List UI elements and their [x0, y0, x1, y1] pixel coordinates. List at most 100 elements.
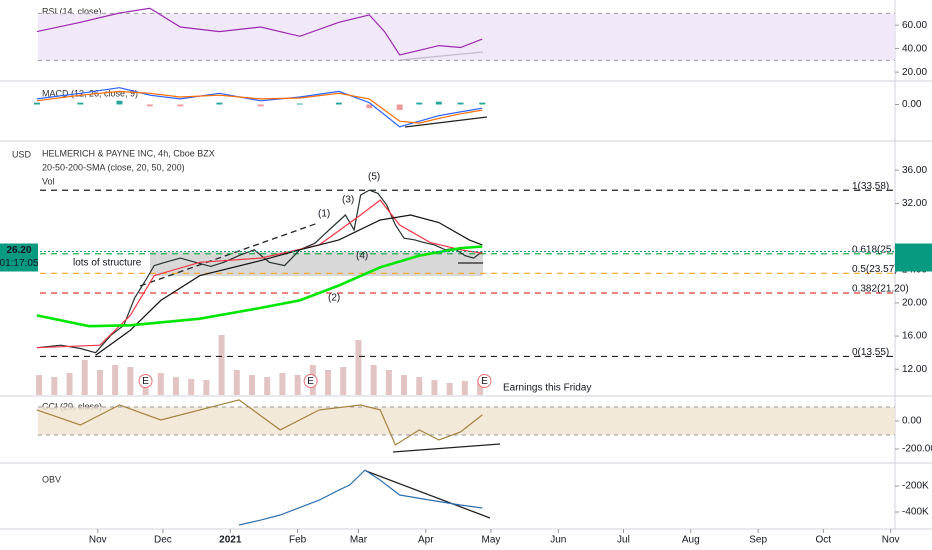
volume-bar: [127, 367, 134, 395]
volume-bar: [325, 370, 332, 395]
volume-bar: [264, 377, 271, 395]
panel-title: OBV: [42, 474, 61, 484]
histogram-bar: [335, 102, 342, 105]
y-tick-label: 32.00: [902, 198, 927, 209]
histogram-bar: [216, 102, 223, 105]
event-marker: [138, 374, 153, 388]
countdown: 01:17:05: [0, 258, 39, 269]
histogram-bar: [116, 100, 123, 105]
x-tick-label: Apr: [418, 535, 434, 546]
currency: USD: [12, 149, 32, 159]
x-tick-label: Oct: [816, 535, 832, 546]
volume-bar: [66, 373, 73, 395]
x-tick-label: Nov: [89, 535, 107, 546]
volume-bar: [446, 383, 453, 395]
trendline: [139, 222, 319, 287]
y-tick-label: 20.00: [902, 67, 927, 78]
histogram-bar: [257, 104, 264, 107]
structure-box: [150, 252, 483, 276]
volume-bar: [248, 375, 255, 395]
histogram-bar: [296, 103, 303, 105]
y-tick-label: 0.00: [902, 416, 922, 427]
volume-bar: [370, 365, 377, 395]
volume-bar: [477, 379, 484, 395]
series-line: [36, 87, 483, 128]
series-line: [36, 7, 483, 56]
histogram-bar: [77, 102, 84, 105]
panel-subtitle: 20-50-200-SMA (close, 20, 50, 200): [42, 162, 185, 172]
annotation: (5): [368, 172, 380, 183]
histogram-bar: [366, 104, 373, 109]
trendline: [365, 470, 491, 519]
band-fill: [38, 13, 895, 61]
volume-bar: [355, 340, 362, 395]
y-tick-label: 40.00: [902, 43, 927, 54]
series-line: [36, 399, 483, 446]
event-label: E: [142, 376, 149, 387]
annotation: (4): [356, 251, 368, 262]
histogram-bar: [146, 104, 153, 107]
volume-bar: [294, 375, 301, 395]
panel-title: CCI (20, close): [42, 401, 102, 411]
trendline: [392, 443, 501, 453]
volume-bar: [385, 370, 392, 395]
annotation: Earnings this Friday: [503, 383, 591, 394]
volume-bar: [279, 373, 286, 395]
volume-bar: [51, 377, 58, 395]
series-line: [36, 245, 483, 328]
x-tick-label: 2021: [219, 535, 242, 546]
y-tick-label: 0.00: [902, 99, 922, 110]
volume-label: Vol: [42, 176, 55, 186]
histogram-bar: [435, 101, 442, 105]
panel-title: HELMERICH & PAYNE INC, 4h, Cboe BZX: [42, 148, 215, 158]
y-tick-label: 12.00: [902, 364, 927, 375]
fib-label: 0(13.55): [852, 347, 889, 358]
histogram-bar: [177, 104, 184, 107]
last-price-tag: [895, 243, 932, 272]
event-label: E: [481, 376, 488, 387]
last-price-label: 26.20: [6, 245, 31, 256]
volume-bar: [188, 379, 195, 395]
volume-bar: [218, 335, 225, 395]
histogram-bar: [396, 104, 403, 111]
y-tick-label: 20.00: [902, 298, 927, 309]
histogram-bar: [457, 102, 464, 105]
panel-title: RSI (14, close): [42, 6, 102, 16]
volume-bar: [96, 370, 103, 395]
y-tick-label: -400K: [902, 507, 929, 518]
event-marker: [303, 374, 318, 388]
histogram-bar: [479, 102, 486, 105]
y-tick-label: -200K: [902, 481, 929, 492]
band-fill: [38, 406, 895, 435]
last-price-tag: [0, 243, 38, 272]
annotation: (2): [328, 293, 340, 304]
x-tick-label: Aug: [682, 535, 700, 546]
y-tick-label: 16.00: [902, 331, 927, 342]
volume-bar: [233, 370, 240, 395]
event-label: E: [307, 376, 314, 387]
fib-label: 0.382(21.20): [852, 284, 909, 295]
volume-bar: [416, 377, 423, 395]
histogram-bar: [416, 102, 423, 105]
x-tick-label: Jul: [617, 535, 630, 546]
volume-bar: [340, 367, 347, 395]
annotation: (3): [342, 195, 354, 206]
volume-bar: [172, 377, 179, 395]
volume-bar: [401, 375, 408, 395]
volume-bar: [36, 375, 43, 395]
x-tick-label: Mar: [350, 535, 368, 546]
volume-bar: [157, 373, 164, 395]
series-line: [36, 189, 483, 354]
x-tick-label: Nov: [882, 535, 900, 546]
series-line: [36, 90, 483, 124]
volume-bar: [112, 365, 119, 395]
event-marker: [477, 374, 492, 388]
panel-title: MACD (12, 26, close, 9): [42, 88, 138, 98]
x-tick-label: Jun: [550, 535, 566, 546]
fib-label: 0.5(23.57): [852, 264, 898, 275]
fib-label: 1(33.58): [852, 181, 889, 192]
x-tick-label: Feb: [289, 535, 307, 546]
trendline: [404, 116, 488, 128]
